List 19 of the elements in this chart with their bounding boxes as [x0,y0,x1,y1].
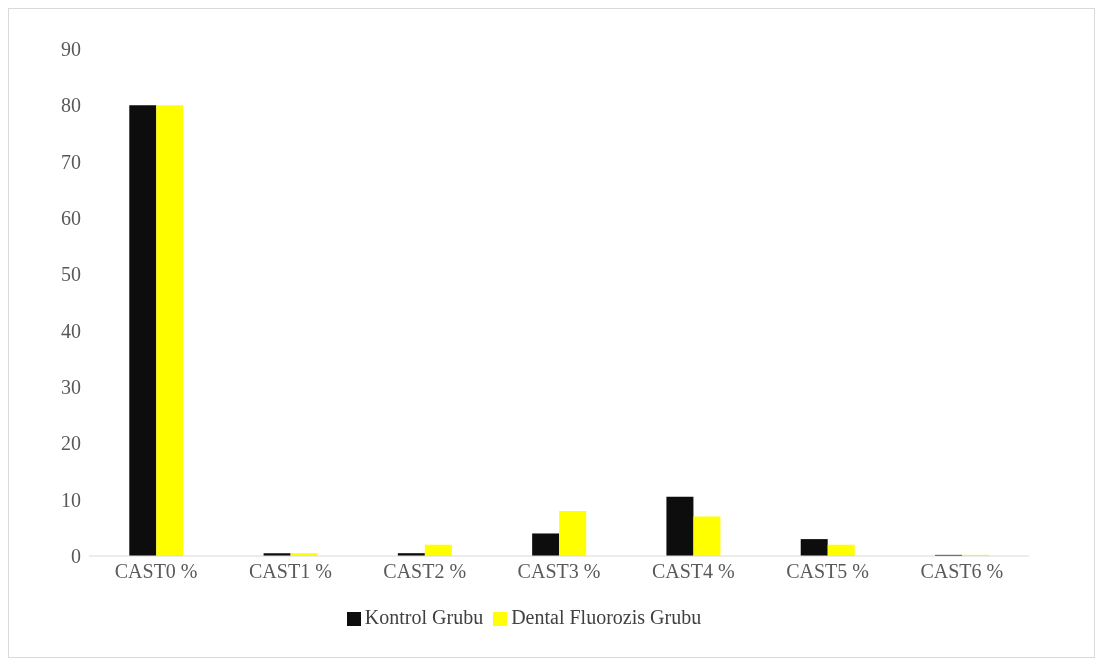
x-tick-label: CAST0 % [114,560,198,583]
y-tick-label: 40 [61,319,81,342]
x-tick-label: CAST1 % [249,560,332,583]
y-tick-label: 10 [61,488,81,511]
x-tick-label: CAST3 % [517,560,601,583]
y-tick-label: 50 [61,263,81,286]
x-tick-label: CAST4 % [651,560,735,583]
y-tick-label: 90 [61,38,81,61]
y-tick-label: 30 [61,376,81,399]
x-tick-label: CAST2 % [383,560,467,583]
x-tick-label: CAST6 % [920,560,1004,583]
y-tick-label: 80 [61,94,81,117]
x-tick-label: CAST5 % [786,560,869,583]
y-tick-label: 0 [71,545,81,568]
legend-label: Dental Fluorozis Grubu [511,606,702,628]
y-tick-label: 70 [61,150,81,173]
y-tick-label: 60 [61,207,81,230]
legend-label: Kontrol Grubu [364,606,484,628]
y-tick-label: 20 [61,432,81,455]
